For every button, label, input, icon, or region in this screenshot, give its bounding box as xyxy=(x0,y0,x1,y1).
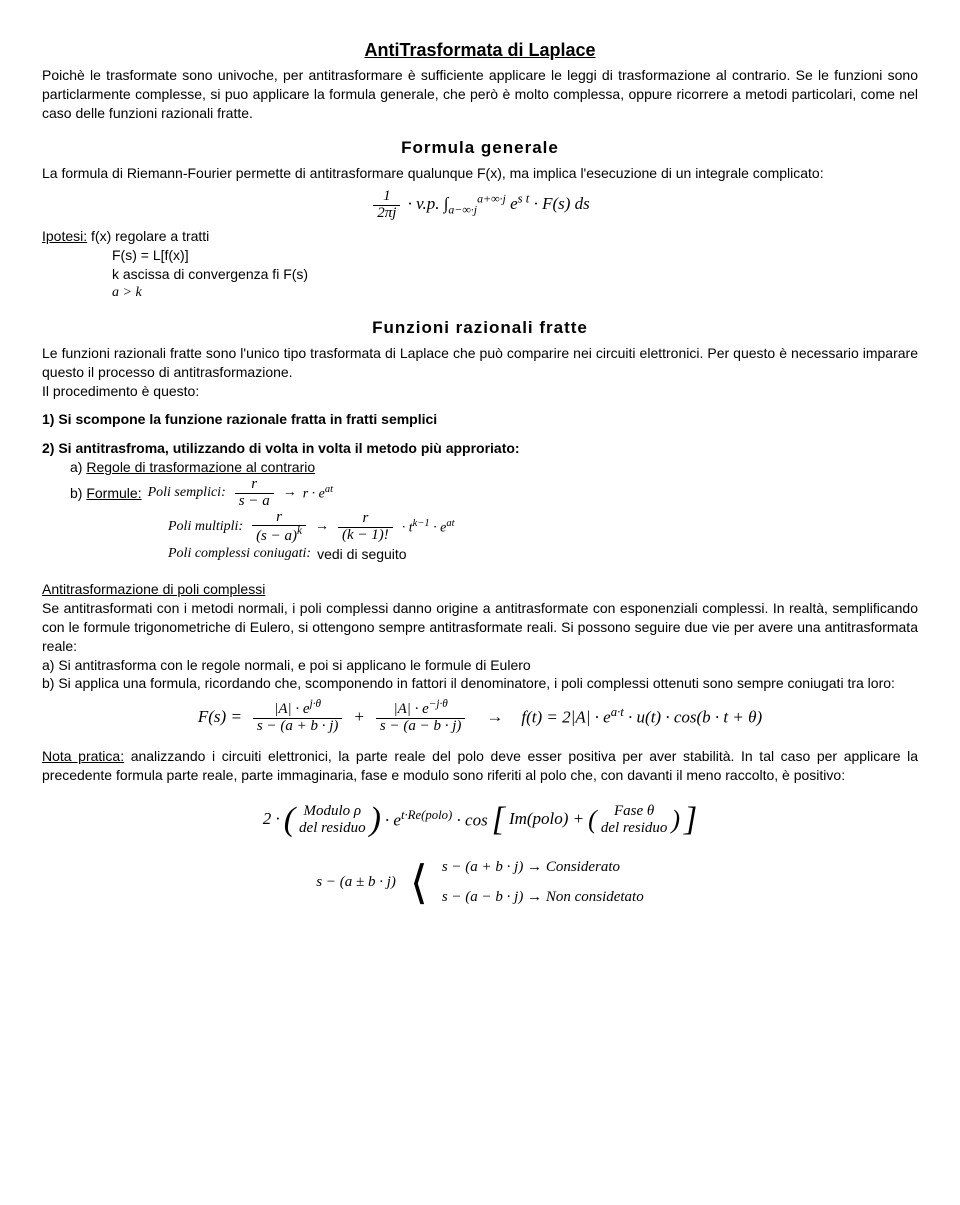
step-2: 2) Si antitrasfroma, utilizzando di volt… xyxy=(42,439,918,458)
ipotesi-line-2: F(s) = L[f(x)] xyxy=(112,246,918,265)
step-2b: b) Formule: Poli semplici: rs − a → r · … xyxy=(70,477,918,510)
ipotesi-label: Ipotesi: xyxy=(42,228,87,244)
razionali-paragraph: Le funzioni razionali fratte sono l'unic… xyxy=(42,344,918,382)
option-a: a) Si antitrasforma con le regole normal… xyxy=(42,656,918,675)
poli-coniugati-row: Poli complessi coniugati: vedi di seguit… xyxy=(168,545,918,564)
intro-paragraph: Poichè le trasformate sono univoche, per… xyxy=(42,66,918,123)
poli-multipli-rhs-frac: r(k − 1)! xyxy=(338,511,393,544)
poli-coniugati-label: Poli complessi coniugati: xyxy=(168,545,311,564)
poli-semplici-rhs: r · eat xyxy=(303,483,333,505)
complex-poles-formula: F(s) = |A| · ej·θs − (a + b · j) + |A| ·… xyxy=(42,699,918,735)
hypothesis-block: Ipotesi: f(x) regolare a tratti F(s) = L… xyxy=(42,227,918,303)
step-1: 1) Si scompone la funzione razionale fra… xyxy=(42,410,918,429)
riemann-paragraph: La formula di Riemann-Fourier permette d… xyxy=(42,164,918,183)
step-2a: a) a) Regole di trasformazione al contra… xyxy=(70,458,918,477)
poli-complessi-paragraph: Se antitrasformati con i metodi normali,… xyxy=(42,599,918,656)
case-considered: s − (a + b · j) → Considerato xyxy=(442,857,644,877)
cases-right: s − (a + b · j) → Considerato s − (a − b… xyxy=(442,847,644,918)
cases-block: s − (a ± b · j) ⟨ s − (a + b · j) → Cons… xyxy=(42,847,918,918)
poli-semplici-lhs: rs − a xyxy=(235,477,274,510)
poli-coniugati-text: vedi di seguito xyxy=(317,545,407,564)
brace-icon: ⟨ xyxy=(410,862,428,903)
procedimento-intro: Il procedimento è questo: xyxy=(42,382,918,401)
nota-label: Nota pratica: xyxy=(42,748,124,764)
riemann-integral-formula: 12πj · v.p. ∫a−∞·ja+∞·j es t · F(s) ds xyxy=(42,189,918,222)
section-razionali-fratte: Funzioni razionali fratte xyxy=(42,317,918,340)
poli-semplici-label: Poli semplici: xyxy=(148,484,226,503)
poli-multipli-row: Poli multipli: r(s − a)k → r(k − 1)! · t… xyxy=(168,510,918,546)
case-not-considered: s − (a − b · j) → Non considetato xyxy=(442,887,644,907)
section-formula-generale: Formula generale xyxy=(42,137,918,160)
modulo-block: Modulo ρ del residuo xyxy=(299,803,366,838)
modulo-fase-formula: 2 · ( Modulo ρ del residuo ) · et·Re(pol… xyxy=(42,803,918,838)
cases-left: s − (a ± b · j) xyxy=(316,872,396,892)
nota-pratica: Nota pratica: analizzando i circuiti ele… xyxy=(42,747,918,785)
ipotesi-line-4: a > k xyxy=(112,284,918,303)
fase-block: Fase θ del residuo xyxy=(601,803,668,838)
nota-text: analizzando i circuiti elettronici, la p… xyxy=(42,748,918,783)
poli-multipli-label: Poli multipli: xyxy=(168,518,243,537)
page-title: AntiTrasformata di Laplace xyxy=(42,38,918,62)
poli-multipli-lhs: r(s − a)k xyxy=(252,510,306,546)
option-b: b) Si applica una formula, ricordando ch… xyxy=(42,674,918,693)
ipotesi-line-1: f(x) regolare a tratti xyxy=(91,228,209,244)
subsection-poli-complessi: Antitrasformazione di poli complessi xyxy=(42,580,918,599)
ipotesi-line-3: k ascissa di convergenza fi F(s) xyxy=(112,265,918,284)
